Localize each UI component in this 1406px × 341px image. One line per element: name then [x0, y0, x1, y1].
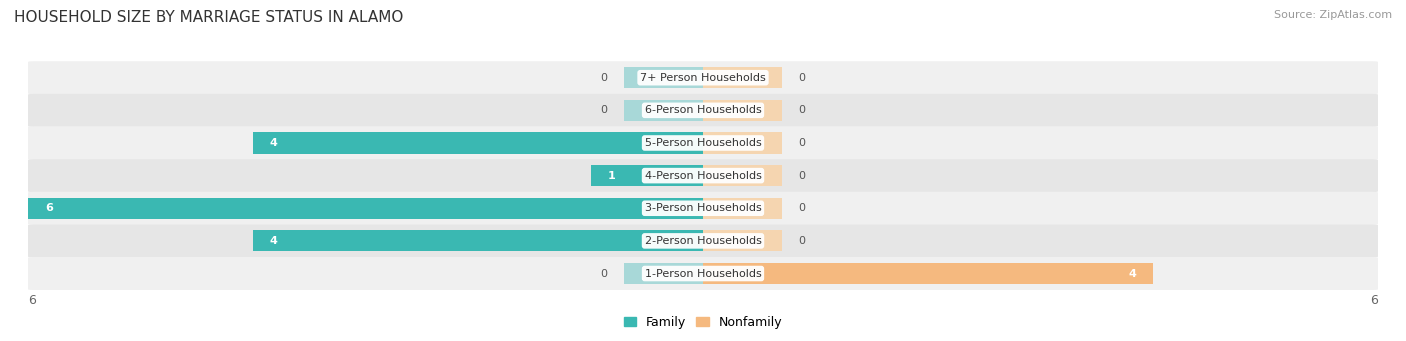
Text: 4: 4 — [270, 138, 278, 148]
Text: 5-Person Households: 5-Person Households — [644, 138, 762, 148]
Text: 4: 4 — [270, 236, 278, 246]
Text: 0: 0 — [799, 73, 806, 83]
Text: 6-Person Households: 6-Person Households — [644, 105, 762, 115]
Bar — [624, 263, 703, 284]
FancyBboxPatch shape — [25, 257, 1381, 290]
FancyBboxPatch shape — [25, 61, 1381, 94]
Bar — [624, 100, 703, 121]
FancyBboxPatch shape — [25, 127, 1381, 160]
FancyBboxPatch shape — [25, 192, 1381, 225]
Bar — [28, 198, 703, 219]
Bar — [703, 132, 782, 153]
Text: 1-Person Households: 1-Person Households — [644, 268, 762, 279]
Text: Source: ZipAtlas.com: Source: ZipAtlas.com — [1274, 10, 1392, 20]
Text: 6: 6 — [28, 294, 37, 307]
Text: 0: 0 — [600, 73, 607, 83]
Text: 2-Person Households: 2-Person Households — [644, 236, 762, 246]
Bar — [253, 132, 703, 153]
Bar — [253, 230, 703, 252]
Bar — [703, 263, 1153, 284]
Text: 4: 4 — [1128, 268, 1136, 279]
Bar — [703, 67, 782, 88]
Text: 0: 0 — [799, 170, 806, 181]
Text: 0: 0 — [799, 203, 806, 213]
Text: 4-Person Households: 4-Person Households — [644, 170, 762, 181]
Text: 3-Person Households: 3-Person Households — [644, 203, 762, 213]
Bar — [703, 165, 782, 186]
Text: 1: 1 — [607, 170, 616, 181]
FancyBboxPatch shape — [25, 94, 1381, 127]
Text: 6: 6 — [1369, 294, 1378, 307]
FancyBboxPatch shape — [25, 224, 1381, 257]
Text: 0: 0 — [600, 268, 607, 279]
Text: HOUSEHOLD SIZE BY MARRIAGE STATUS IN ALAMO: HOUSEHOLD SIZE BY MARRIAGE STATUS IN ALA… — [14, 10, 404, 25]
Text: 7+ Person Households: 7+ Person Households — [640, 73, 766, 83]
Text: 0: 0 — [799, 138, 806, 148]
Bar — [624, 67, 703, 88]
Text: 0: 0 — [799, 236, 806, 246]
Bar — [703, 230, 782, 252]
Bar — [703, 100, 782, 121]
Text: 0: 0 — [600, 105, 607, 115]
Bar — [703, 198, 782, 219]
Text: 6: 6 — [45, 203, 53, 213]
Bar — [591, 165, 703, 186]
FancyBboxPatch shape — [25, 159, 1381, 192]
Text: 0: 0 — [799, 105, 806, 115]
Legend: Family, Nonfamily: Family, Nonfamily — [619, 311, 787, 334]
